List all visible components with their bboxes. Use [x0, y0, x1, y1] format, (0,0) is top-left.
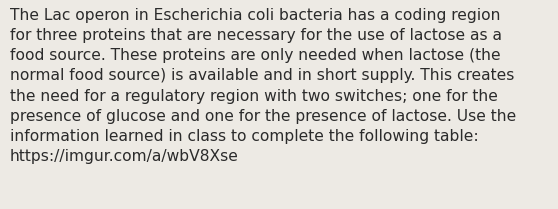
Text: The Lac operon in Escherichia coli bacteria has a coding region
for three protei: The Lac operon in Escherichia coli bacte… [10, 8, 516, 164]
